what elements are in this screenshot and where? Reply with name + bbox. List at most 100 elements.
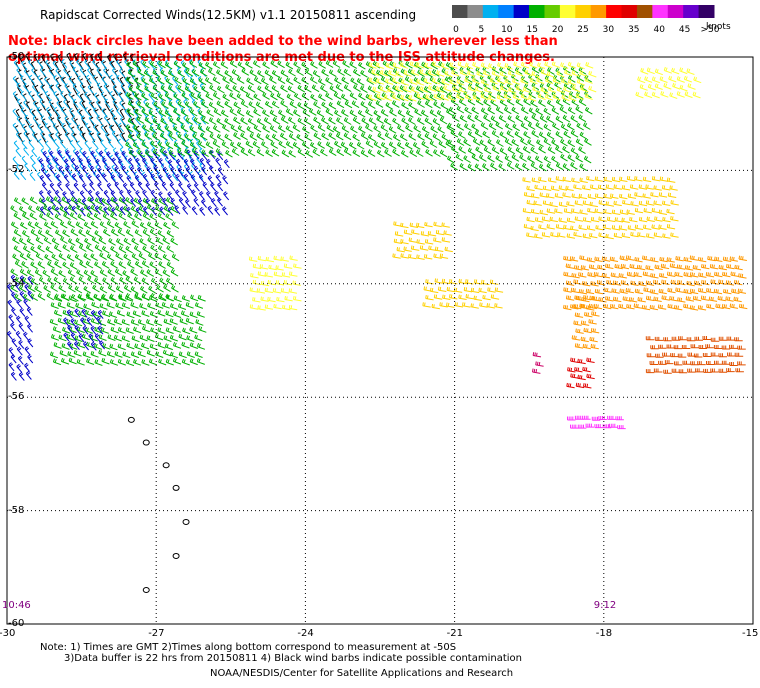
wind-barb <box>177 148 185 157</box>
wind-barb <box>37 292 46 301</box>
wind-barb <box>433 149 441 157</box>
wind-barb <box>106 198 113 208</box>
wind-barb <box>149 311 158 318</box>
wind-barb <box>549 201 558 208</box>
wind-barb <box>150 327 159 334</box>
wind-barb <box>429 93 437 102</box>
wind-barb <box>154 181 160 191</box>
wind-barb <box>587 193 597 200</box>
wind-barb <box>145 319 155 326</box>
wind-barb <box>124 91 131 101</box>
wind-barb <box>127 212 135 221</box>
colorbar-tick-label: 25 <box>577 25 588 35</box>
wind-barb <box>79 100 86 110</box>
wind-barb <box>69 262 78 270</box>
wind-barb <box>416 222 425 229</box>
wind-barb <box>11 307 17 317</box>
wind-barb <box>638 200 648 207</box>
wind-barb <box>538 176 547 183</box>
wind-barb <box>70 196 79 205</box>
wind-barb <box>164 109 173 118</box>
wind-barb <box>27 338 34 348</box>
wind-barb <box>566 122 575 131</box>
wind-barb <box>69 310 78 318</box>
wind-barb <box>408 237 418 243</box>
wind-barb <box>139 303 148 310</box>
wind-barb <box>112 98 119 109</box>
wind-barb <box>419 69 428 76</box>
wind-barb <box>155 237 164 245</box>
wind-barb <box>116 309 125 317</box>
wind-barb <box>292 124 301 133</box>
wind-barb <box>607 415 616 420</box>
wind-barb <box>415 85 424 94</box>
wind-barb <box>613 184 622 190</box>
wind-barb <box>717 295 726 302</box>
colorbar-units-label: knots <box>706 22 731 32</box>
wind-barb <box>106 351 115 358</box>
wind-barb <box>165 358 174 366</box>
wind-barb <box>620 263 630 270</box>
wind-barb <box>88 130 95 140</box>
wind-barb <box>678 369 688 374</box>
wind-barb <box>78 244 87 252</box>
wind-barb <box>272 116 281 125</box>
wind-barb <box>149 343 158 351</box>
wind-barb <box>127 157 134 167</box>
wind-barb <box>579 209 588 215</box>
wind-barb <box>24 315 31 325</box>
wind-barb <box>651 176 661 182</box>
wind-barb <box>441 237 451 243</box>
wind-barb <box>59 350 68 357</box>
wind-barb <box>552 122 560 131</box>
wind-barb <box>21 261 29 269</box>
wind-barb <box>445 61 454 70</box>
wind-barb <box>241 68 250 76</box>
wind-barb <box>81 308 88 318</box>
wind-barb <box>53 276 62 285</box>
wind-barb <box>20 107 27 117</box>
wind-barb <box>457 61 466 69</box>
wind-barb <box>256 288 266 294</box>
wind-barb <box>285 108 294 116</box>
wind-barb <box>522 86 531 94</box>
wind-barb <box>288 288 298 294</box>
wind-barb <box>45 245 54 254</box>
colorbar-swatch <box>652 5 669 18</box>
wind-barb <box>57 149 64 159</box>
wind-barb <box>669 296 678 302</box>
wind-barb <box>325 92 333 101</box>
wind-barb <box>20 171 27 181</box>
wind-barb <box>117 343 126 351</box>
wind-barb <box>169 303 179 310</box>
wind-barb <box>257 271 267 277</box>
wind-barb <box>277 124 286 133</box>
wind-barb <box>435 86 445 93</box>
wind-barb <box>423 77 432 85</box>
wind-barb <box>478 287 487 294</box>
wind-barb <box>8 314 15 324</box>
wind-barb <box>313 101 321 109</box>
wind-barb <box>247 85 256 93</box>
wind-barb <box>139 334 148 342</box>
wind-barb <box>416 78 425 86</box>
wind-barb <box>715 303 724 309</box>
wind-barb <box>83 269 92 278</box>
wind-barb <box>158 191 165 201</box>
wind-barb <box>537 93 546 101</box>
wind-barb <box>265 149 273 158</box>
wind-barb <box>411 69 420 76</box>
wind-barb <box>661 295 670 301</box>
wind-barb <box>531 177 541 183</box>
wind-barb <box>603 287 612 293</box>
wind-barb <box>467 147 476 156</box>
wind-barb <box>613 200 622 207</box>
wind-barb <box>90 318 100 325</box>
wind-barb <box>571 208 580 214</box>
wind-barb <box>661 279 670 285</box>
wind-barb <box>156 284 164 293</box>
wind-barb <box>449 79 458 86</box>
wind-barb <box>133 326 142 334</box>
wind-barb <box>10 205 18 213</box>
wind-barb <box>482 294 491 301</box>
